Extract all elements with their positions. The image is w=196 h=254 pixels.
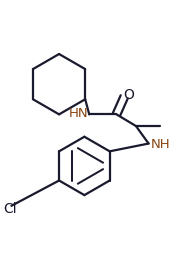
Text: Cl: Cl bbox=[4, 202, 17, 216]
Text: NH: NH bbox=[151, 138, 170, 151]
Text: HN: HN bbox=[69, 107, 88, 120]
Text: O: O bbox=[123, 88, 134, 102]
